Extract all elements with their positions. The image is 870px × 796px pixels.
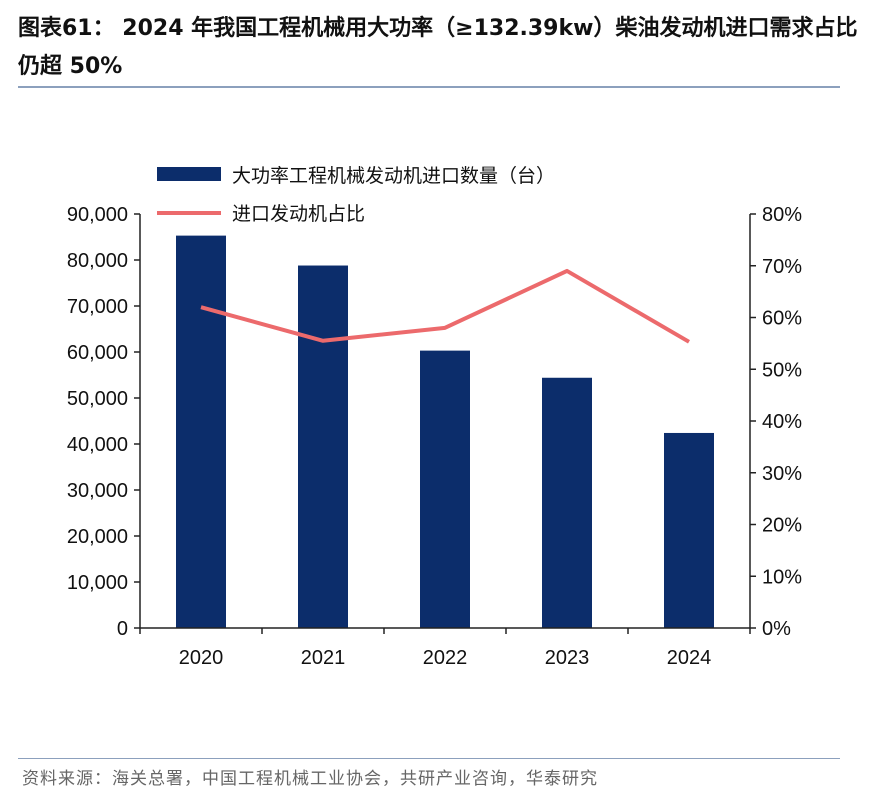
x-tick-label: 2023 (545, 647, 590, 669)
source-note: 资料来源：海关总署，中国工程机械工业协会，共研产业咨询，华泰研究 (22, 769, 598, 789)
y-right-tick-label: 70% (762, 256, 802, 278)
legend-bar-label: 大功率工程机械发动机进口数量（台） (232, 165, 555, 187)
chart-title: 图表61： 2024 年我国工程机械用大功率（≥132.39kw）柴油发动机进口… (18, 16, 858, 79)
chart-legend: 大功率工程机械发动机进口数量（台） 进口发动机占比 (157, 165, 555, 225)
bar-2021 (298, 265, 348, 628)
bar-2023 (542, 377, 592, 628)
x-tick-label: 2021 (301, 647, 346, 669)
line-series-import-share (200, 268, 691, 344)
y-right-tick-label: 80% (762, 204, 802, 226)
y-right-tick-label: 60% (762, 308, 802, 330)
y-left-tick-label: 30,000 (67, 480, 128, 502)
y-right-tick-label: 10% (762, 566, 802, 588)
y-right-tick-label: 30% (762, 463, 802, 485)
y-left-tick-label: 80,000 (67, 250, 128, 272)
y-right-tick-label: 50% (762, 359, 802, 381)
title-divider (18, 86, 840, 88)
y-left-tick-label: 90,000 (67, 204, 128, 226)
legend-bar-swatch (157, 167, 221, 181)
y-left-tick-label: 10,000 (67, 572, 128, 594)
y-left-tick-label: 60,000 (67, 342, 128, 364)
y-left-tick-label: 70,000 (67, 296, 128, 318)
bar-2024 (664, 432, 714, 628)
y-left-tick-label: 0 (117, 618, 128, 640)
footer-divider (18, 758, 840, 759)
legend-line-label: 进口发动机占比 (232, 203, 365, 225)
y-right-tick-label: 20% (762, 515, 802, 537)
x-tick-label: 2022 (423, 647, 468, 669)
y-right-tick-label: 0% (762, 618, 791, 640)
bar-2022 (420, 350, 470, 628)
y-right-tick-label: 40% (762, 411, 802, 433)
y-left-tick-label: 20,000 (67, 526, 128, 548)
y-left-tick-label: 40,000 (67, 434, 128, 456)
y-left-tick-label: 50,000 (67, 388, 128, 410)
x-tick-label: 2020 (179, 647, 224, 669)
bar-2020 (176, 235, 226, 628)
x-tick-label: 2024 (667, 647, 712, 669)
